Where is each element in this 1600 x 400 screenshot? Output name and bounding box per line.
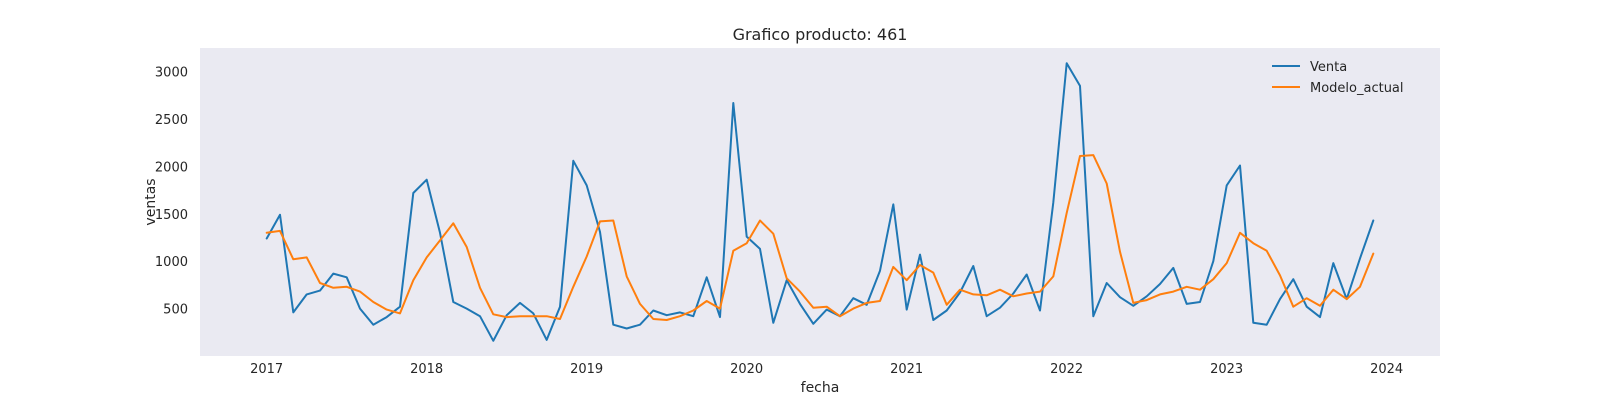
x-axis-label: fecha: [801, 380, 840, 396]
series-layer: [265, 62, 1375, 342]
y-axis-ticks: 500 1000 1500 2000 2500 3000: [155, 66, 188, 318]
x-tick-label: 2022: [1050, 362, 1083, 377]
x-tick-label: 2021: [890, 362, 923, 377]
y-tick-label: 1500: [155, 208, 188, 223]
y-tick-label: 500: [163, 303, 188, 318]
x-tick-label: 2020: [730, 362, 763, 377]
x-tick-label: 2023: [1210, 362, 1243, 377]
y-tick-label: 1000: [155, 255, 188, 270]
series-line-modelo-actual: [265, 154, 1375, 321]
x-tick-label: 2024: [1370, 362, 1403, 377]
legend: Venta Modelo_actual: [1272, 60, 1404, 96]
plot-area: [200, 48, 1440, 356]
x-tick-label: 2017: [250, 362, 283, 377]
legend-label-venta: Venta: [1310, 60, 1347, 75]
x-tick-label: 2018: [410, 362, 443, 377]
y-axis-label: ventas: [143, 178, 159, 225]
y-tick-label: 2000: [155, 160, 188, 175]
x-tick-label: 2019: [570, 362, 603, 377]
series-line-venta: [265, 62, 1375, 342]
y-tick-label: 2500: [155, 113, 188, 128]
legend-label-modelo-actual: Modelo_actual: [1310, 81, 1404, 96]
y-tick-label: 3000: [155, 66, 188, 81]
x-axis-ticks: 2017 2018 2019 2020 2021 2022 2023 2024: [250, 362, 1403, 377]
chart-title: Grafico producto: 461: [733, 25, 908, 44]
